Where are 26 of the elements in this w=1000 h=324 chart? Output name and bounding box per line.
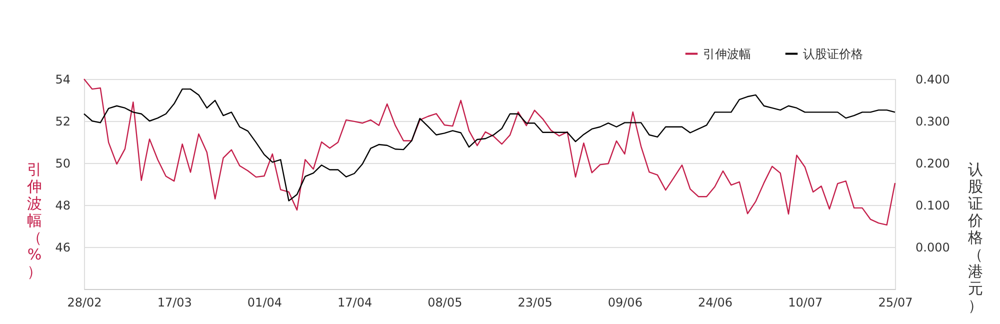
y2-tick-label: 0.100 — [916, 198, 950, 212]
y2-tick-label: 0.000 — [916, 240, 950, 254]
line-series — [83, 88, 896, 202]
x-tick-label: 01/04 — [247, 296, 282, 310]
x-tick-label: 10/07 — [788, 296, 823, 310]
y-tick-label: 46 — [55, 240, 70, 254]
x-tick-label: 23/05 — [518, 296, 552, 310]
y-axis-title: 引伸波幅（%） — [26, 160, 42, 280]
y-tick-label: 48 — [55, 198, 70, 212]
x-tick-label: 08/05 — [428, 296, 462, 310]
legend-label: 认股证价格 — [803, 46, 863, 61]
text: 认股证价格（港元） — [968, 160, 983, 314]
x-tick-label: 25/07 — [878, 296, 913, 310]
y2-tick-label: 0.400 — [916, 72, 950, 86]
x-tick-label: 17/04 — [338, 296, 372, 310]
x-tick-label: 28/02 — [67, 296, 102, 310]
y-tick-label: 54 — [55, 72, 70, 86]
legend-label: 引伸波幅 — [703, 46, 751, 61]
y2-tick-label: 0.300 — [916, 114, 950, 128]
y-tick-label: 52 — [55, 114, 70, 128]
y-tick-label: 50 — [55, 156, 70, 170]
x-tick-label: 24/06 — [698, 296, 733, 310]
y2-tick-label: 0.200 — [916, 156, 950, 170]
x-tick-label: 17/03 — [157, 296, 192, 310]
line-series — [83, 78, 896, 226]
x-tick-label: 09/06 — [608, 296, 642, 310]
